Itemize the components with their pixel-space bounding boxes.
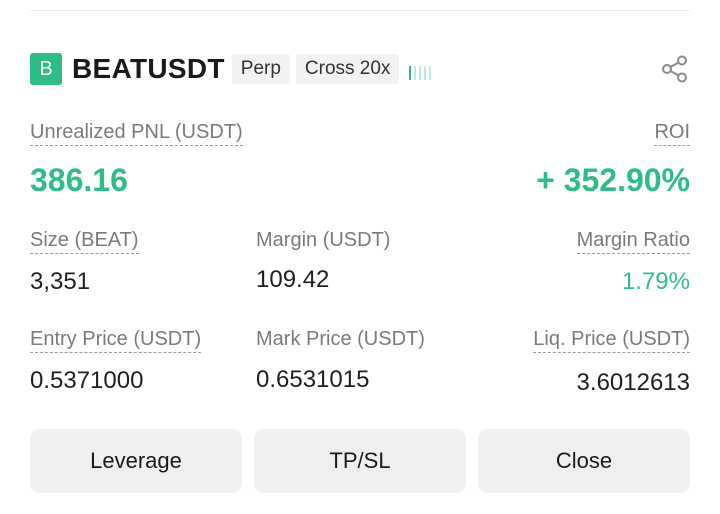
close-position-button[interactable]: Close: [478, 429, 690, 493]
size-value: 3,351: [30, 268, 91, 295]
perp-tag: Perp: [231, 54, 290, 84]
unrealized-pnl-value: 386.16: [30, 162, 128, 198]
margin-ratio-value: 1.79%: [621, 268, 690, 295]
margin-ratio-label[interactable]: Margin Ratio: [576, 229, 690, 254]
margin-value: 109.42: [256, 266, 330, 293]
top-divider: [30, 10, 690, 11]
margin-label: Margin (USDT): [256, 229, 391, 251]
entry-price-label[interactable]: Entry Price (USDT): [30, 328, 202, 353]
tpsl-button[interactable]: TP/SL: [254, 429, 466, 493]
share-icon[interactable]: [660, 54, 690, 84]
entry-price-value: 0.5371000: [30, 367, 144, 394]
symbol-name[interactable]: BEATUSDT: [72, 53, 225, 84]
signal-bars-icon: [409, 58, 432, 80]
mark-price-label: Mark Price (USDT): [256, 328, 425, 350]
symbol-badge-icon: B: [30, 53, 62, 85]
unrealized-pnl-label[interactable]: Unrealized PNL (USDT): [30, 121, 243, 146]
position-header: B BEATUSDT Perp Cross 20x: [30, 52, 690, 86]
liq-price-label[interactable]: Liq. Price (USDT): [533, 328, 690, 353]
roi-value: + 352.90%: [536, 162, 690, 198]
margin-mode-tag[interactable]: Cross 20x: [295, 54, 400, 84]
leverage-button[interactable]: Leverage: [30, 429, 242, 493]
liq-price-value: 3.6012613: [576, 369, 690, 396]
size-label[interactable]: Size (BEAT): [30, 229, 139, 254]
mark-price-value: 0.6531015: [256, 366, 370, 393]
roi-label[interactable]: ROI: [654, 121, 690, 146]
